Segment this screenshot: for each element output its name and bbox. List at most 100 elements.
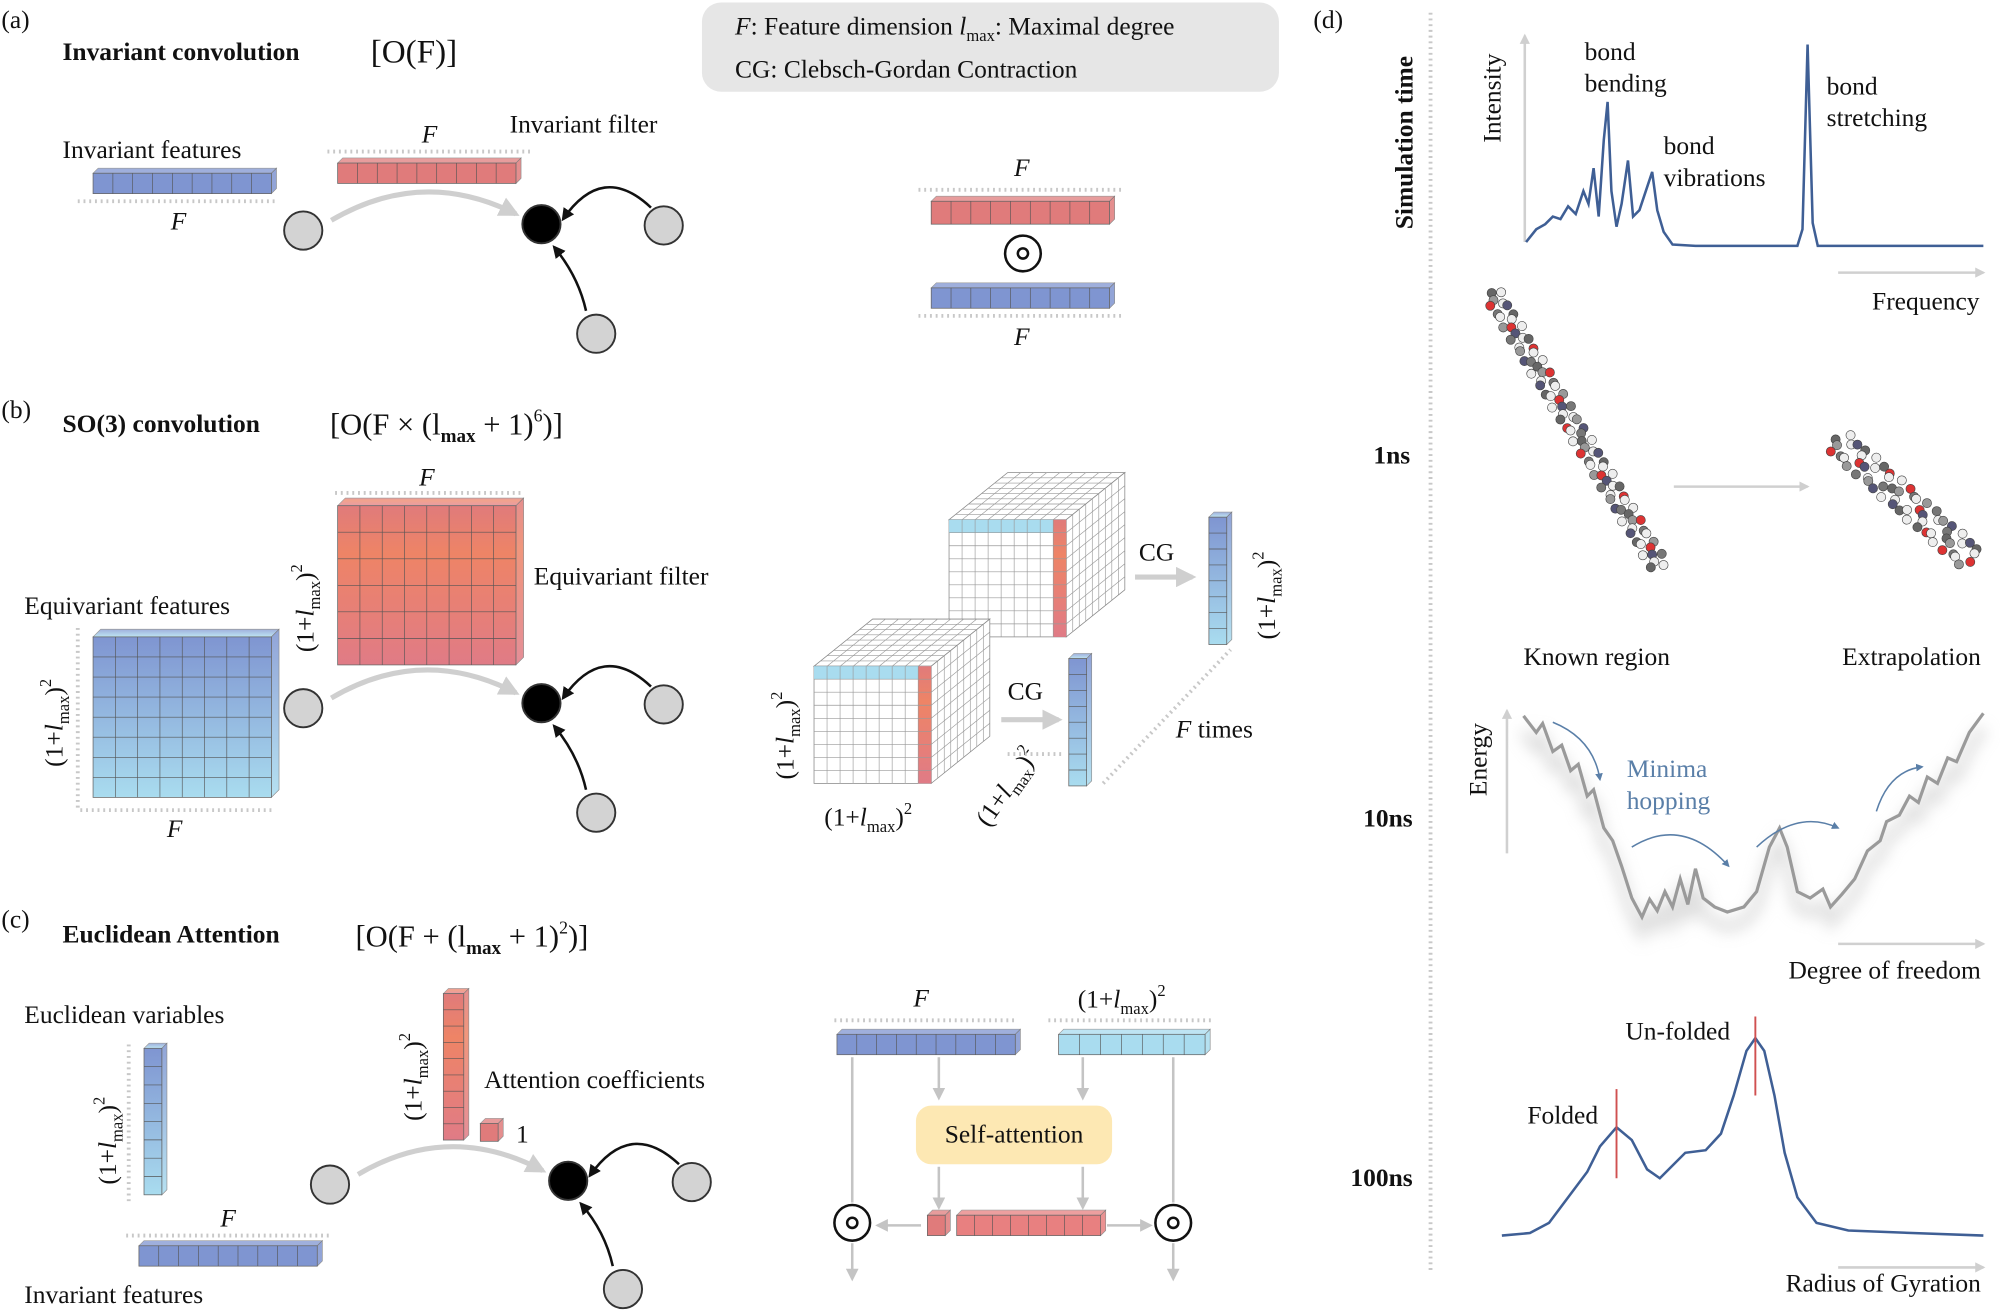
atom: [1922, 498, 1932, 509]
atom: [1502, 300, 1513, 311]
atom: [1607, 468, 1618, 479]
legend-max: max: [966, 26, 995, 45]
neighbor-node: [309, 1164, 351, 1205]
atom: [1485, 300, 1496, 311]
panel-c-complexity: [O(F + (lmax + 1)2)]: [355, 918, 588, 959]
atom: [1879, 461, 1890, 472]
atom: [1571, 414, 1582, 425]
cg-label: CG: [1008, 676, 1043, 705]
extended-molecule: [1485, 287, 1669, 573]
f-label: F: [170, 206, 187, 235]
bar-face: [479, 1123, 499, 1142]
atom: [1926, 528, 1936, 539]
dimension-label: (1+lmax)2: [36, 679, 73, 767]
one-label: 1: [516, 1120, 529, 1149]
diagram-shapes: [75, 33, 1988, 1310]
bar-top: [930, 282, 1116, 289]
bar-side: [463, 987, 470, 1141]
f-label: F: [1013, 153, 1030, 182]
known-region-label: Known region: [1524, 642, 1671, 671]
filter-vector: [930, 195, 1116, 225]
bar-top: [336, 157, 522, 164]
neighbor-node: [643, 205, 684, 246]
euclidean-vector: [1057, 1028, 1211, 1056]
legend-cg: CG: Clebsch-Gordan Contraction: [735, 55, 1078, 84]
atom: [1887, 499, 1898, 510]
atom: [1876, 492, 1887, 502]
dotted-dimension-line: [1101, 648, 1232, 785]
ir-spectrum-curve: [1525, 44, 1984, 248]
atom: [1931, 506, 1942, 517]
bar-face: [930, 287, 1110, 309]
output-cube: [926, 1209, 952, 1237]
minima-hopping-label: Minima hopping: [1627, 754, 1711, 815]
atom: [1605, 494, 1616, 504]
cg-tensor-cube: [812, 618, 991, 785]
edge-arrow: [561, 664, 652, 701]
atom: [1852, 439, 1863, 450]
cube-grid: [1066, 485, 1126, 533]
atom: [1845, 430, 1856, 441]
atom: [1954, 559, 1964, 570]
atom: [1505, 334, 1516, 345]
time-100ns: 100ns: [1350, 1163, 1412, 1192]
extrapolation-label: Extrapolation: [1842, 642, 1981, 671]
message-arrow: [356, 1144, 547, 1177]
energy-shadow: [1519, 725, 1988, 945]
folded-molecule: [1825, 430, 1982, 570]
bar-top: [930, 195, 1116, 202]
atom: [1950, 551, 1961, 562]
cube-grid: [931, 683, 991, 732]
atom: [1656, 548, 1667, 559]
atom: [1965, 557, 1976, 567]
cg-output-vector: [1068, 652, 1093, 787]
atom: [1593, 447, 1604, 458]
dimension-label: (1+lmax)2: [1078, 981, 1166, 1018]
bar-face: [138, 1245, 318, 1267]
dimension-label: (1+lmax)2: [824, 799, 912, 836]
atom: [1547, 402, 1557, 413]
atom: [1871, 452, 1882, 463]
cube-grid: [917, 618, 977, 667]
atom: [1598, 461, 1608, 472]
dimension-label: (1+lmax)2: [967, 741, 1048, 834]
atom: [1625, 528, 1636, 539]
invariant-features-bar: [138, 1239, 324, 1267]
f-times-label: F times: [1175, 715, 1253, 744]
hadamard-product-icon: [1154, 1203, 1193, 1242]
degree-of-freedom-label: Degree of freedom: [1788, 955, 1981, 984]
hadamard-product-icon: [845, 1216, 859, 1230]
atom: [1575, 448, 1586, 459]
bar-side: [1109, 195, 1115, 225]
cube-grid: [1053, 472, 1113, 520]
atom: [1596, 482, 1607, 493]
invariant-features-label: Invariant features: [62, 135, 241, 164]
radius-of-gyration-label: Radius of Gyration: [1786, 1269, 1981, 1298]
cg-output-vector: [1208, 511, 1233, 646]
atom: [1957, 528, 1968, 539]
bar-face: [930, 200, 1110, 225]
atom: [1535, 380, 1546, 391]
atom: [1544, 367, 1555, 378]
cube-grid: [1000, 472, 1060, 520]
atom: [1878, 481, 1889, 492]
atom: [1617, 516, 1627, 527]
cube-grid: [1066, 563, 1126, 612]
bar-top: [836, 1028, 1022, 1035]
atom: [1566, 401, 1576, 412]
hadamard-product-icon: [1003, 234, 1043, 273]
atom: [1894, 486, 1904, 497]
panel-b-tag: (b): [1, 395, 31, 424]
cube-grid: [961, 472, 1021, 520]
bar-top: [1057, 1028, 1211, 1035]
invariant-filter-bar: [336, 157, 522, 185]
cube-grid: [931, 709, 991, 758]
cg-label: CG: [1139, 537, 1174, 566]
cube-front: [948, 519, 1067, 638]
invariant-filter-label: Invariant filter: [510, 109, 658, 138]
cube-grid: [826, 618, 886, 667]
bond-bending-label: bond bending: [1585, 37, 1667, 98]
cube-cyan-row: [814, 666, 932, 680]
equivariant-filter-block: [336, 497, 525, 666]
bar-side: [1086, 652, 1093, 787]
